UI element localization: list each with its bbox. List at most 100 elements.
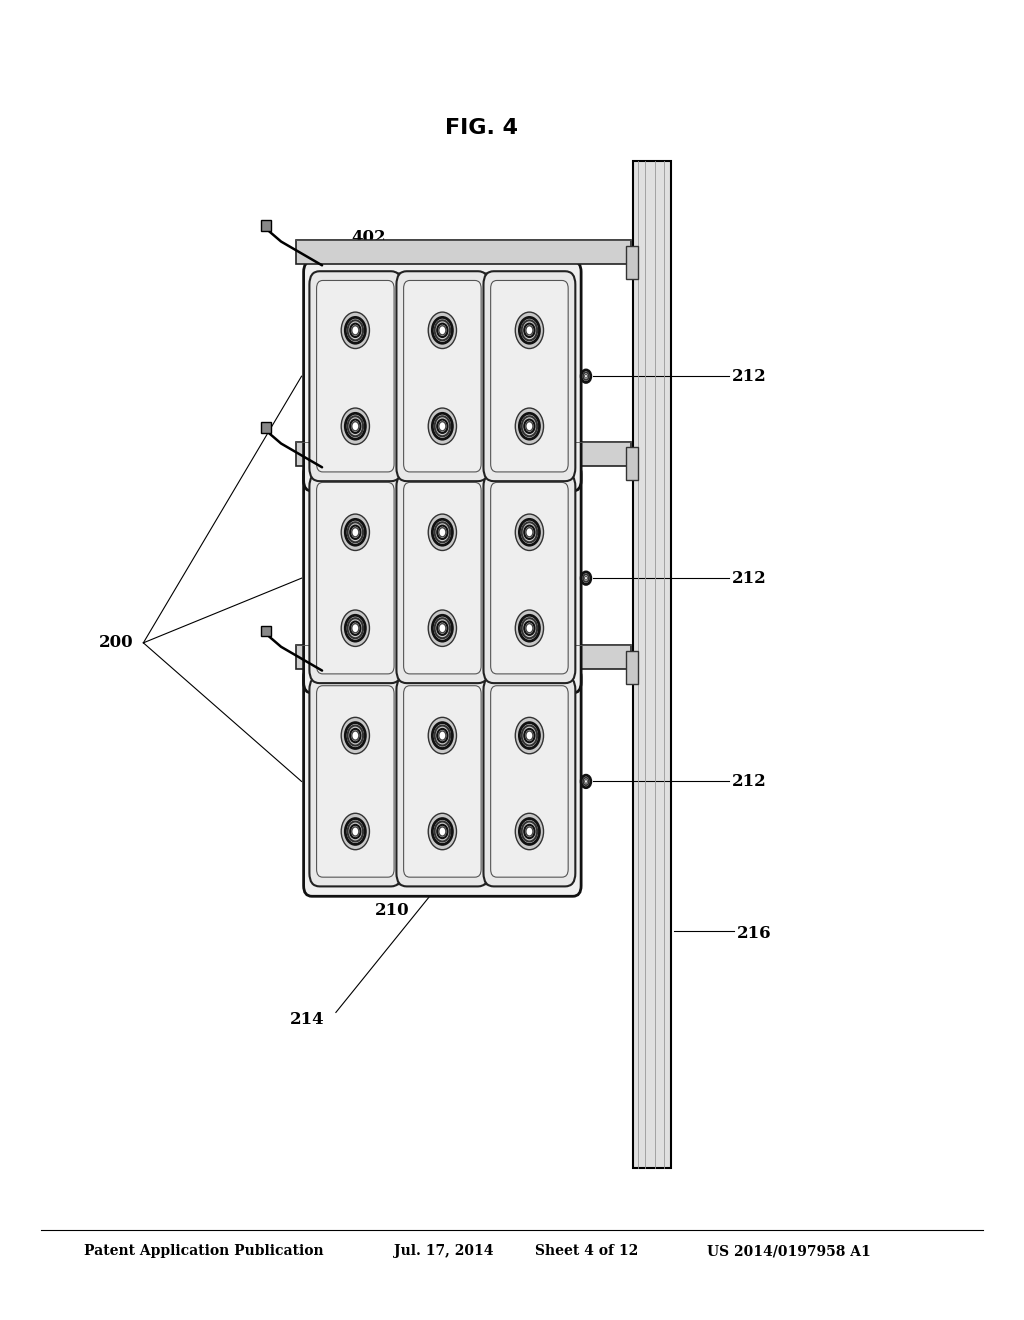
Circle shape [585,375,588,378]
Circle shape [432,413,453,440]
Circle shape [585,577,588,579]
Circle shape [583,777,589,785]
Circle shape [341,610,370,647]
Circle shape [521,821,538,842]
Circle shape [519,722,540,748]
Circle shape [439,421,445,430]
Circle shape [437,420,447,433]
Circle shape [524,525,535,539]
FancyBboxPatch shape [309,676,401,887]
Circle shape [519,615,540,642]
FancyBboxPatch shape [309,473,401,684]
Circle shape [526,326,532,335]
Circle shape [341,717,370,754]
FancyBboxPatch shape [303,463,582,693]
Circle shape [524,622,535,635]
Circle shape [524,420,535,433]
Bar [626,447,638,480]
Circle shape [515,513,544,550]
Circle shape [521,618,538,639]
FancyBboxPatch shape [303,667,582,896]
Bar [260,626,270,636]
Circle shape [581,775,591,788]
Circle shape [432,722,453,748]
Circle shape [437,729,447,742]
Circle shape [347,416,364,437]
Circle shape [347,618,364,639]
Circle shape [350,729,360,742]
Circle shape [428,513,457,550]
Circle shape [524,729,535,742]
Circle shape [526,623,532,632]
Text: 212: 212 [732,570,767,586]
Circle shape [345,615,366,642]
FancyBboxPatch shape [483,271,575,482]
Circle shape [515,408,544,445]
Circle shape [352,421,358,430]
Circle shape [341,813,370,850]
Circle shape [439,326,445,335]
Circle shape [524,825,535,838]
Circle shape [345,317,366,343]
Circle shape [352,528,358,537]
Circle shape [432,519,453,545]
Bar [297,645,631,669]
Circle shape [437,622,447,635]
FancyBboxPatch shape [396,473,488,684]
Circle shape [434,726,451,746]
Circle shape [519,818,540,845]
Circle shape [347,523,364,543]
Circle shape [428,813,457,850]
Circle shape [437,825,447,838]
Circle shape [428,717,457,754]
Text: 402: 402 [351,230,386,246]
Circle shape [345,722,366,748]
Circle shape [519,413,540,440]
Text: 216: 216 [737,925,772,941]
FancyBboxPatch shape [483,676,575,887]
Circle shape [439,731,445,741]
Circle shape [432,818,453,845]
Circle shape [350,825,360,838]
Circle shape [432,317,453,343]
FancyBboxPatch shape [490,482,568,675]
Circle shape [352,623,358,632]
Bar [633,161,671,1168]
Circle shape [345,413,366,440]
Text: 212: 212 [732,774,767,789]
FancyBboxPatch shape [396,676,488,887]
Circle shape [352,731,358,741]
Circle shape [526,421,532,430]
Bar [297,240,631,264]
FancyBboxPatch shape [316,280,394,473]
Circle shape [521,416,538,437]
Circle shape [347,821,364,842]
Circle shape [521,523,538,543]
FancyBboxPatch shape [313,475,571,681]
Text: 212: 212 [732,368,767,384]
Circle shape [352,826,358,836]
Circle shape [428,610,457,647]
Circle shape [434,618,451,639]
Circle shape [350,525,360,539]
FancyBboxPatch shape [490,685,568,878]
Circle shape [583,372,589,380]
FancyBboxPatch shape [403,280,481,473]
Circle shape [347,726,364,746]
Circle shape [341,312,370,348]
Circle shape [519,519,540,545]
Text: US 2014/0197958 A1: US 2014/0197958 A1 [707,1245,870,1258]
Circle shape [515,610,544,647]
Circle shape [583,574,589,582]
Circle shape [439,623,445,632]
Circle shape [434,821,451,842]
Circle shape [581,572,591,585]
Circle shape [350,622,360,635]
Circle shape [434,321,451,341]
FancyBboxPatch shape [313,678,571,884]
Circle shape [515,813,544,850]
Circle shape [515,717,544,754]
Circle shape [439,528,445,537]
Circle shape [437,525,447,539]
Circle shape [521,321,538,341]
